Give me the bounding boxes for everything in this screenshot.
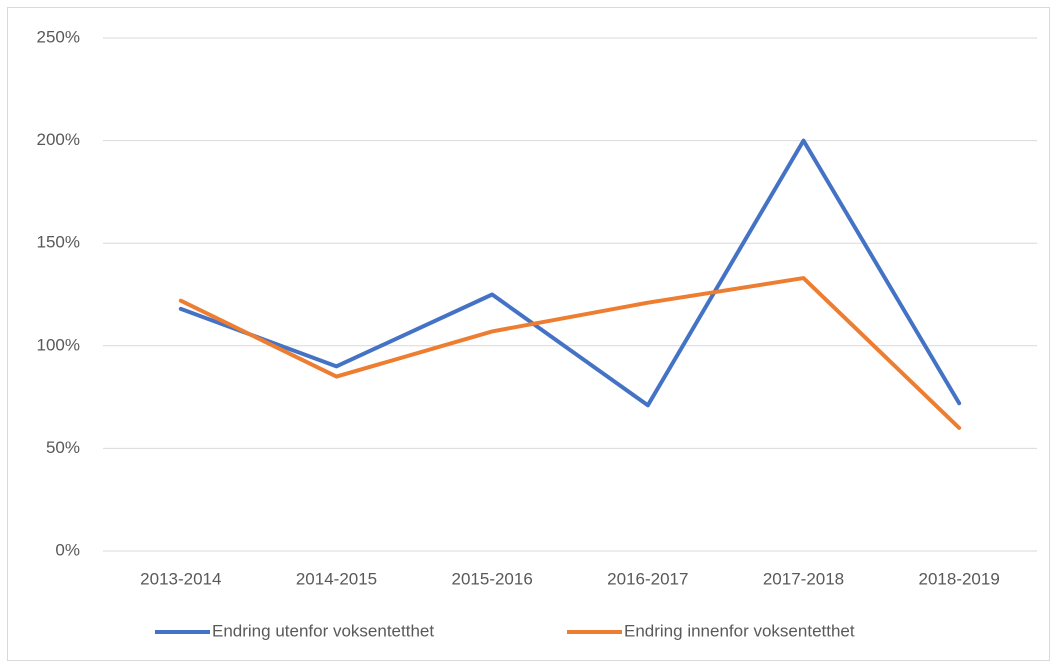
chart-border xyxy=(7,7,1050,661)
y-tick-label: 50% xyxy=(46,438,80,457)
line xyxy=(178,276,962,430)
y-tick-label: 0% xyxy=(55,540,80,559)
y-tick-label: 100% xyxy=(37,335,80,354)
x-tick-label: 2013-2014 xyxy=(140,569,221,588)
y-tick-label: 150% xyxy=(37,233,80,252)
line xyxy=(178,138,962,408)
x-tick-label: 2016-2017 xyxy=(607,569,688,588)
x-tick-label: 2017-2018 xyxy=(763,569,844,588)
y-tick-label: 200% xyxy=(37,130,80,149)
y-tick-label: 250% xyxy=(37,27,80,46)
x-tick-label: 2014-2015 xyxy=(296,569,377,588)
x-tick-label: 2018-2019 xyxy=(919,569,1000,588)
legend-label: Endring innenfor voksentetthet xyxy=(624,621,855,640)
legend-label: Endring utenfor voksentetthet xyxy=(212,621,434,640)
x-tick-label: 2015-2016 xyxy=(452,569,533,588)
